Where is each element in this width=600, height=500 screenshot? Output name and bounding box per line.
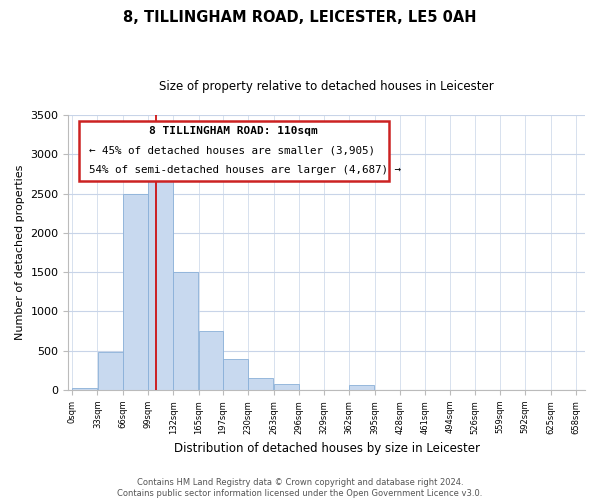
Text: 8, TILLINGHAM ROAD, LEICESTER, LE5 0AH: 8, TILLINGHAM ROAD, LEICESTER, LE5 0AH: [123, 10, 477, 25]
X-axis label: Distribution of detached houses by size in Leicester: Distribution of detached houses by size …: [174, 442, 480, 455]
Bar: [274, 384, 299, 390]
Bar: [73, 388, 97, 390]
Bar: [199, 331, 223, 390]
Y-axis label: Number of detached properties: Number of detached properties: [15, 165, 25, 340]
FancyBboxPatch shape: [79, 120, 389, 181]
Text: ← 45% of detached houses are smaller (3,905): ← 45% of detached houses are smaller (3,…: [89, 146, 375, 156]
Text: Contains HM Land Registry data © Crown copyright and database right 2024.
Contai: Contains HM Land Registry data © Crown c…: [118, 478, 482, 498]
Bar: [349, 386, 374, 390]
Bar: [223, 358, 248, 390]
Bar: [123, 194, 148, 390]
Title: Size of property relative to detached houses in Leicester: Size of property relative to detached ho…: [160, 80, 494, 93]
Text: 54% of semi-detached houses are larger (4,687) →: 54% of semi-detached houses are larger (…: [89, 165, 401, 175]
Text: 8 TILLINGHAM ROAD: 110sqm: 8 TILLINGHAM ROAD: 110sqm: [149, 126, 318, 136]
Bar: [148, 170, 173, 390]
Bar: [98, 352, 122, 390]
Bar: [248, 378, 274, 390]
Bar: [173, 272, 199, 390]
